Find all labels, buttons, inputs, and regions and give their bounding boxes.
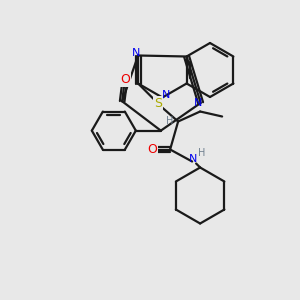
- Text: N: N: [194, 98, 202, 108]
- Text: H: H: [198, 148, 206, 158]
- Text: O: O: [120, 73, 130, 86]
- Text: N: N: [132, 47, 140, 58]
- Text: O: O: [147, 143, 157, 156]
- Text: H: H: [167, 116, 174, 125]
- Text: S: S: [154, 97, 162, 110]
- Text: N: N: [162, 91, 171, 100]
- Text: N: N: [189, 154, 197, 164]
